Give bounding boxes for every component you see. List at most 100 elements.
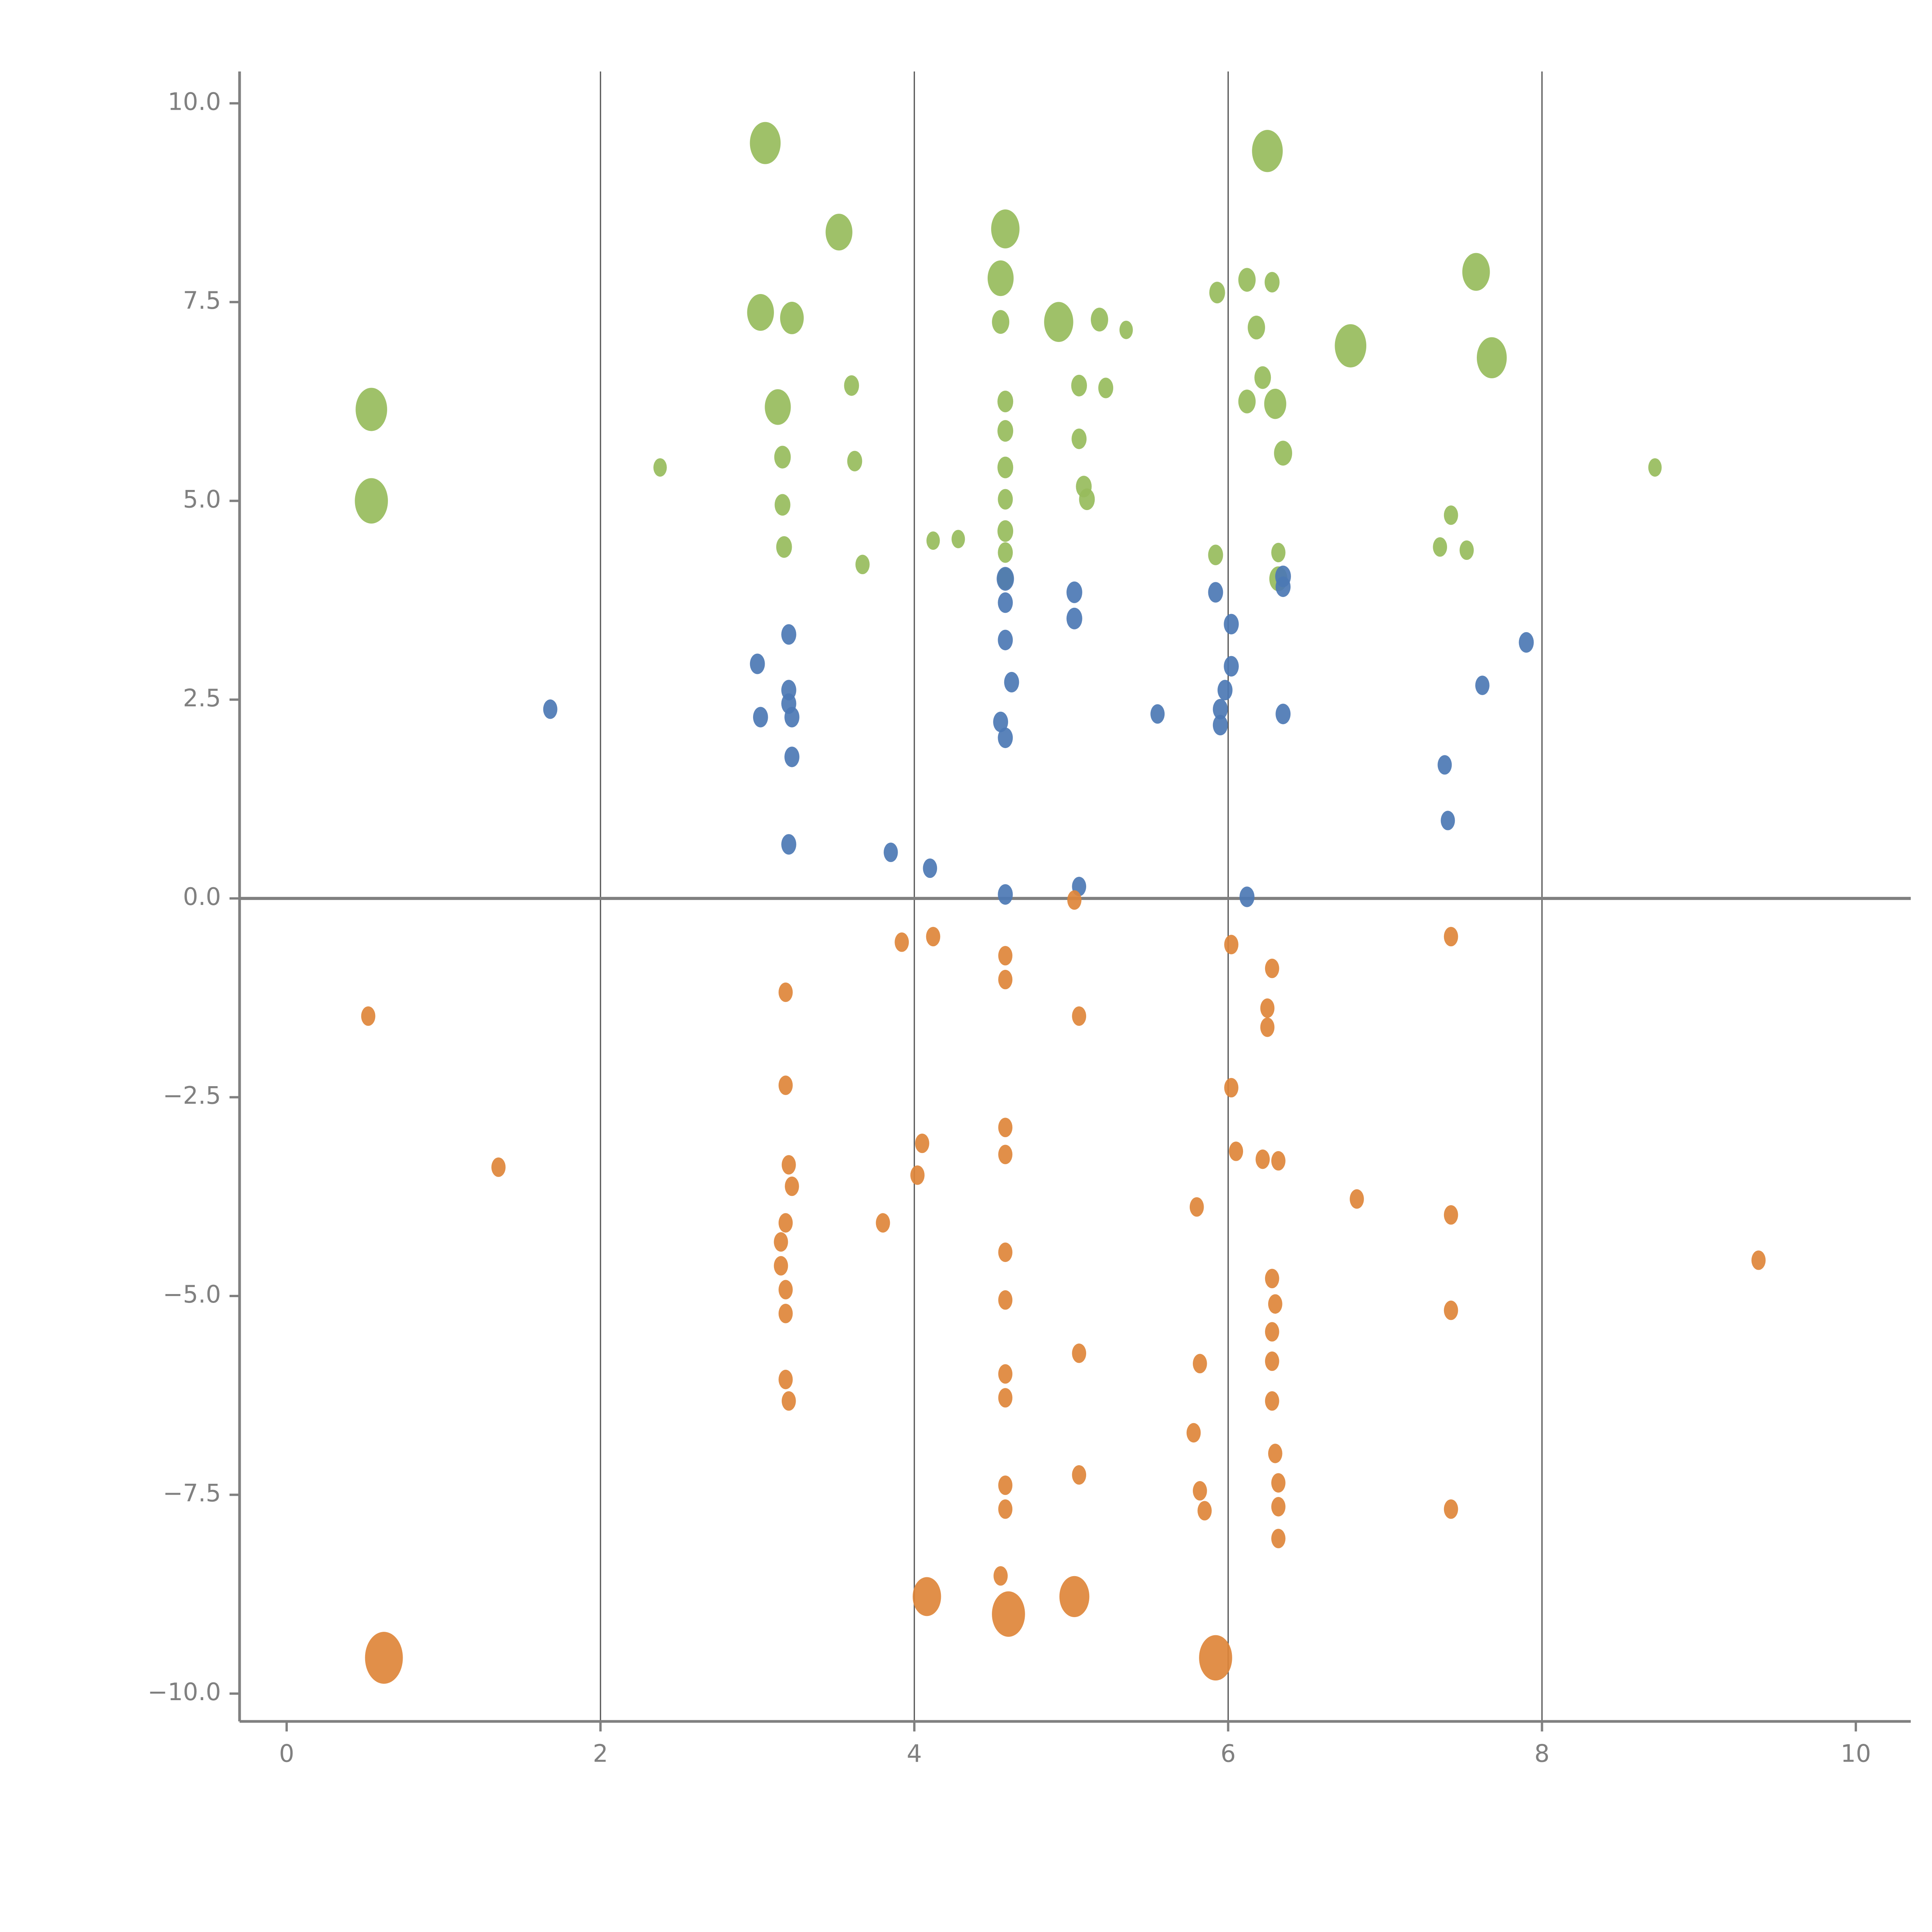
data-point-bubble[interactable] — [780, 301, 804, 334]
data-point-bubble[interactable] — [774, 1256, 788, 1276]
data-point-bubble[interactable] — [1208, 582, 1223, 603]
data-point-bubble[interactable] — [1271, 1151, 1286, 1171]
data-point-bubble[interactable] — [1268, 1444, 1282, 1463]
data-point-bubble[interactable] — [1444, 1300, 1458, 1320]
data-point-bubble[interactable] — [998, 1499, 1013, 1519]
data-point-bubble[interactable] — [1265, 959, 1279, 978]
data-point-bubble[interactable] — [910, 1165, 925, 1185]
data-point-bubble[interactable] — [1274, 440, 1293, 466]
data-point-bubble[interactable] — [998, 1475, 1013, 1495]
data-point-bubble[interactable] — [1475, 675, 1490, 695]
data-point-bubble[interactable] — [778, 1213, 793, 1233]
data-point-bubble[interactable] — [992, 310, 1010, 334]
data-point-bubble[interactable] — [1440, 811, 1455, 830]
data-point-bubble[interactable] — [997, 456, 1014, 478]
data-point-bubble[interactable] — [1066, 607, 1082, 629]
data-point-bubble[interactable] — [876, 1213, 890, 1233]
data-point-bubble[interactable] — [778, 1280, 793, 1299]
data-point-bubble[interactable] — [913, 1577, 941, 1616]
data-point-bubble[interactable] — [997, 420, 1014, 442]
data-point-bubble[interactable] — [923, 858, 937, 878]
data-point-bubble[interactable] — [1192, 1481, 1207, 1501]
data-point-bubble[interactable] — [1276, 576, 1291, 597]
data-point-bubble[interactable] — [1271, 1529, 1286, 1548]
data-point-bubble[interactable] — [847, 451, 862, 471]
data-point-bubble[interactable] — [1260, 1017, 1275, 1037]
data-point-bubble[interactable] — [1519, 632, 1534, 653]
data-point-bubble[interactable] — [785, 1176, 799, 1196]
data-point-bubble[interactable] — [747, 294, 774, 331]
data-point-bubble[interactable] — [1119, 320, 1133, 339]
data-point-bubble[interactable] — [998, 542, 1013, 563]
data-point-bubble[interactable] — [997, 567, 1014, 591]
data-point-bubble[interactable] — [1268, 1294, 1282, 1314]
data-point-bubble[interactable] — [844, 375, 859, 396]
data-point-bubble[interactable] — [1186, 1423, 1201, 1443]
data-point-bubble[interactable] — [776, 536, 792, 558]
data-point-bubble[interactable] — [1271, 543, 1286, 563]
data-point-bubble[interactable] — [1071, 374, 1087, 396]
data-point-bubble[interactable] — [1238, 268, 1256, 292]
data-point-bubble[interactable] — [365, 1632, 403, 1684]
data-point-bubble[interactable] — [1224, 614, 1239, 634]
data-point-bubble[interactable] — [774, 1232, 788, 1252]
data-point-bubble[interactable] — [1224, 935, 1238, 954]
data-point-bubble[interactable] — [784, 707, 799, 728]
data-point-bubble[interactable] — [1192, 1354, 1207, 1374]
data-point-bubble[interactable] — [1066, 581, 1082, 603]
data-point-bubble[interactable] — [781, 834, 796, 855]
data-point-bubble[interactable] — [998, 969, 1013, 990]
data-point-bubble[interactable] — [753, 707, 768, 728]
data-point-bubble[interactable] — [1072, 1344, 1087, 1363]
data-point-bubble[interactable] — [926, 531, 940, 550]
data-point-bubble[interactable] — [784, 747, 799, 767]
data-point-bubble[interactable] — [1335, 324, 1367, 367]
data-point-bubble[interactable] — [1444, 1205, 1458, 1225]
data-point-bubble[interactable] — [774, 446, 791, 469]
data-point-bubble[interactable] — [1067, 890, 1082, 910]
data-point-bubble[interactable] — [998, 884, 1013, 905]
data-point-bubble[interactable] — [998, 727, 1013, 748]
data-point-bubble[interactable] — [1276, 704, 1291, 724]
data-point-bubble[interactable] — [1444, 505, 1458, 525]
data-point-bubble[interactable] — [491, 1157, 506, 1177]
data-point-bubble[interactable] — [1437, 755, 1452, 775]
data-point-bubble[interactable] — [1260, 998, 1275, 1018]
data-point-bubble[interactable] — [1350, 1189, 1364, 1209]
data-point-bubble[interactable] — [1648, 458, 1662, 477]
data-point-bubble[interactable] — [1150, 704, 1165, 724]
data-point-bubble[interactable] — [998, 1364, 1013, 1384]
data-point-bubble[interactable] — [987, 260, 1014, 296]
data-point-bubble[interactable] — [997, 520, 1014, 542]
data-point-bubble[interactable] — [825, 214, 852, 251]
data-point-bubble[interactable] — [926, 927, 940, 947]
data-point-bubble[interactable] — [1224, 656, 1239, 677]
data-point-bubble[interactable] — [998, 629, 1013, 650]
data-point-bubble[interactable] — [1213, 699, 1228, 719]
data-point-bubble[interactable] — [1271, 1497, 1286, 1517]
data-point-bubble[interactable] — [998, 489, 1013, 510]
data-point-bubble[interactable] — [1098, 378, 1114, 398]
data-point-bubble[interactable] — [883, 842, 898, 862]
data-point-bubble[interactable] — [1751, 1250, 1766, 1270]
data-point-bubble[interactable] — [1239, 886, 1255, 907]
data-point-bubble[interactable] — [778, 1075, 793, 1095]
data-point-bubble[interactable] — [1072, 1006, 1087, 1026]
data-point-bubble[interactable] — [778, 1304, 793, 1323]
data-point-bubble[interactable] — [750, 122, 781, 164]
data-point-bubble[interactable] — [750, 653, 765, 674]
data-point-bubble[interactable] — [1264, 272, 1280, 293]
data-point-bubble[interactable] — [895, 932, 909, 952]
data-point-bubble[interactable] — [355, 388, 387, 431]
data-point-bubble[interactable] — [1224, 1078, 1238, 1098]
data-point-bubble[interactable] — [1189, 1197, 1204, 1217]
data-point-bubble[interactable] — [1079, 488, 1095, 510]
data-point-bubble[interactable] — [1004, 672, 1019, 693]
data-point-bubble[interactable] — [991, 209, 1020, 248]
data-point-bubble[interactable] — [1271, 1473, 1286, 1493]
data-point-bubble[interactable] — [1072, 1465, 1087, 1485]
data-point-bubble[interactable] — [1444, 1499, 1458, 1519]
data-point-bubble[interactable] — [998, 1242, 1013, 1262]
data-point-bubble[interactable] — [1044, 302, 1073, 342]
data-point-bubble[interactable] — [998, 1290, 1013, 1310]
